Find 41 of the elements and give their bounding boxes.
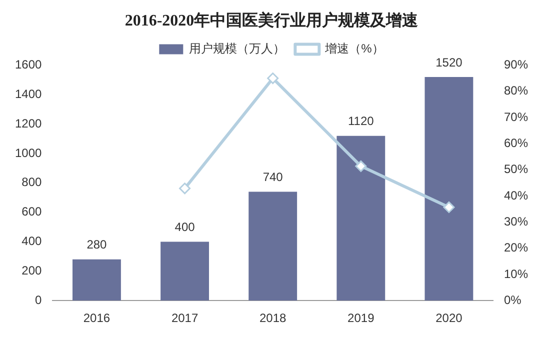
point xyxy=(443,201,455,213)
y2-tick-label: 80% xyxy=(504,84,528,98)
x-tick-label: 2019 xyxy=(348,311,375,326)
x-tick-label: 2020 xyxy=(436,311,463,326)
bar xyxy=(248,192,298,301)
y-tick-label: 1600 xyxy=(14,58,42,72)
y-tick-label: 400 xyxy=(22,234,42,248)
data-label: 400 xyxy=(174,220,196,234)
bar xyxy=(424,76,474,301)
data-label: 280 xyxy=(86,238,108,252)
x-tick-label: 2016 xyxy=(83,311,110,326)
data-label: 1120 xyxy=(348,114,374,128)
y2-tick-label: 0% xyxy=(504,292,522,307)
y2-tick-label: 60% xyxy=(504,136,528,150)
point xyxy=(267,72,279,84)
y2-tick-label: 20% xyxy=(504,240,528,255)
y-tick-label: 600 xyxy=(22,204,42,219)
y2-tick-label: 90% xyxy=(504,58,528,72)
y2-tick-label: 40% xyxy=(504,188,528,202)
y-tick-label: 0 xyxy=(35,292,42,307)
point xyxy=(179,182,191,194)
data-label: 1520 xyxy=(436,55,463,70)
y2-tick-label: 70% xyxy=(504,110,528,124)
point xyxy=(355,160,367,172)
legend-label: 增速（%） xyxy=(324,42,384,56)
y2-tick-label: 30% xyxy=(504,214,528,228)
x-tick-label: 2017 xyxy=(171,311,198,326)
y-tick-label: 1400 xyxy=(14,86,42,101)
chart-title: 2016-2020年中国医美行业用户规模及增速 xyxy=(124,10,420,30)
y-tick-label: 1200 xyxy=(14,116,42,130)
y2-tick-label: 10% xyxy=(504,266,528,281)
bar xyxy=(336,136,386,301)
legend-label: 用户规模（万人） xyxy=(189,42,286,56)
y-tick-label: 800 xyxy=(22,175,42,190)
bar xyxy=(72,259,121,301)
bar xyxy=(160,242,209,301)
x-tick-label: 2018 xyxy=(259,311,287,326)
data-label: 740 xyxy=(262,170,284,184)
y-tick-label: 1000 xyxy=(14,146,42,160)
y-tick-label: 200 xyxy=(22,263,42,278)
y2-tick-label: 50% xyxy=(504,162,528,176)
